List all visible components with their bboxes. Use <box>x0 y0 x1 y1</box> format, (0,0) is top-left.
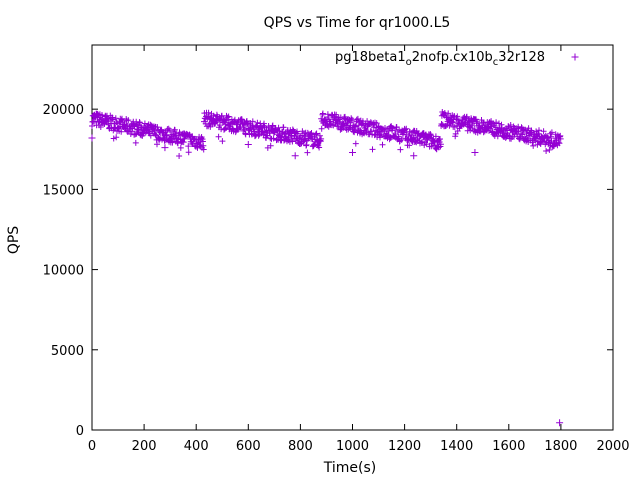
x-tick-label: 1400 <box>440 439 473 454</box>
x-tick-label: 800 <box>288 439 313 454</box>
legend-label-mid: 2nofp.cx10b <box>412 50 493 65</box>
x-axis-label: Time(s) <box>323 460 376 476</box>
x-tick-label: 600 <box>236 439 261 454</box>
x-tick-label: 200 <box>132 439 157 454</box>
x-tick-label: 1000 <box>336 439 369 454</box>
y-tick-label: 0 <box>76 424 84 439</box>
series-points <box>88 109 564 427</box>
outlier-point <box>556 419 564 427</box>
x-tick-label: 1800 <box>544 439 577 454</box>
y-tick-label: 10000 <box>43 264 84 279</box>
outlier-point <box>471 148 479 156</box>
outlier-point <box>88 134 96 142</box>
outlier-point <box>244 140 252 148</box>
x-tick-label: 0 <box>88 439 96 454</box>
outlier-point <box>410 152 418 160</box>
legend-marker <box>571 53 579 61</box>
legend-marker-glyph <box>571 53 579 61</box>
x-tick-label: 2000 <box>596 439 629 454</box>
legend-label-sub2: c <box>493 57 499 68</box>
y-tick-label: 15000 <box>43 183 84 198</box>
series-point-cloud <box>89 109 564 159</box>
outlier-point <box>161 144 169 152</box>
plot-frame <box>91 44 614 431</box>
legend-label-tail: 32r128 <box>498 50 545 65</box>
legend-label: pg18beta1o2nofp.cx10bc32r128 <box>335 50 545 68</box>
x-tick-label: 1600 <box>492 439 525 454</box>
chart-title: QPS vs Time for qr1000.L5 <box>264 15 451 31</box>
x-axis: 0 200 400 600 800 1000 1200 1400 1600 1800 2000 <box>88 45 630 454</box>
outlier-point <box>349 148 356 156</box>
y-axis: 0 5000 10000 15000 20000 <box>43 103 613 439</box>
y-axis-label: QPS <box>6 226 22 254</box>
y-tick-label: 5000 <box>51 344 84 359</box>
y-tick-label: 20000 <box>43 103 84 118</box>
x-tick-label: 1200 <box>388 439 421 454</box>
outlier-point <box>291 152 299 160</box>
x-tick-label: 400 <box>184 439 209 454</box>
legend: pg18beta1o2nofp.cx10bc32r128 <box>335 50 579 68</box>
legend-label-sub1: o <box>406 57 412 68</box>
legend-label-base: pg18beta1 <box>335 50 406 65</box>
